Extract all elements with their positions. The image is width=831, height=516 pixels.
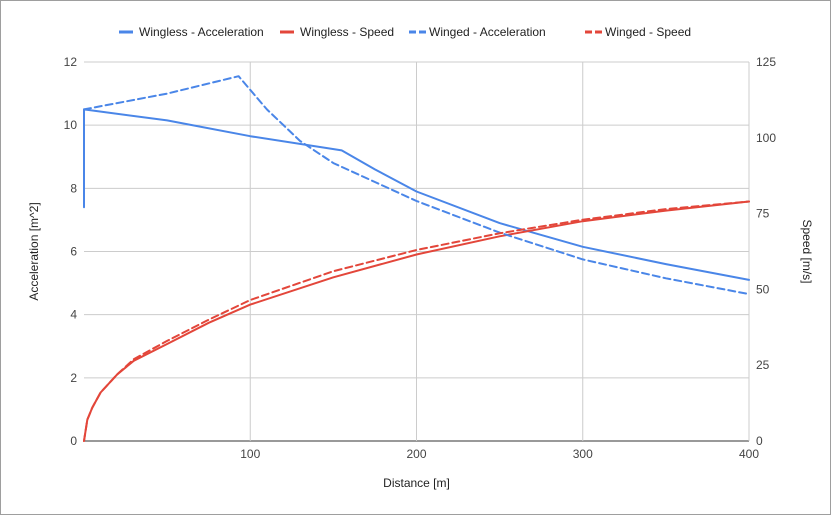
y-left-axis-title: Acceleration [m^2]: [27, 202, 41, 300]
y-right-tick-label: 50: [756, 282, 770, 296]
legend-label-wingless-speed: Wingless - Speed: [300, 25, 394, 39]
x-tick-label: 100: [240, 447, 260, 461]
y-right-tick-label: 125: [756, 55, 776, 69]
y-left-axis-ticks: 0 2 4 6 8 10 12: [64, 55, 78, 448]
y-right-tick-label: 25: [756, 358, 770, 372]
y-left-tick-label: 8: [70, 181, 77, 195]
x-tick-label: 200: [406, 447, 426, 461]
y-left-tick-label: 4: [70, 308, 77, 322]
y-left-tick-label: 12: [64, 55, 78, 69]
legend: Wingless - Acceleration Wingless - Speed W…: [119, 25, 691, 39]
series-line-winged-speed: [83, 200, 750, 442]
legend-label-winged-speed: Winged - Speed: [605, 25, 691, 39]
plot-series: [83, 75, 750, 442]
y-right-axis-ticks: 0 25 50 75 100 125: [756, 55, 776, 448]
grid-lines: [84, 61, 750, 442]
y-left-tick-label: 6: [70, 245, 77, 259]
x-axis-title: Distance [m]: [383, 476, 450, 490]
y-right-axis-title: Speed [m/s]: [800, 219, 814, 283]
y-left-tick-label: 2: [70, 371, 77, 385]
y-right-tick-label: 0: [756, 434, 763, 448]
y-right-tick-label: 75: [756, 207, 770, 221]
series-line-winged-acceleration: [83, 75, 750, 296]
x-tick-label: 300: [573, 447, 593, 461]
legend-label-winged-acceleration: Winged - Acceleration: [429, 25, 546, 39]
legend-label-wingless-acceleration: Wingless - Acceleration: [139, 25, 264, 39]
x-axis-ticks: 100 200 300 400: [240, 447, 759, 461]
x-tick-label: 400: [739, 447, 759, 461]
y-left-tick-label: 10: [64, 118, 78, 132]
y-left-tick-label: 0: [70, 434, 77, 448]
y-right-tick-label: 100: [756, 131, 776, 145]
series-line-wingless-acceleration: [83, 108, 750, 281]
